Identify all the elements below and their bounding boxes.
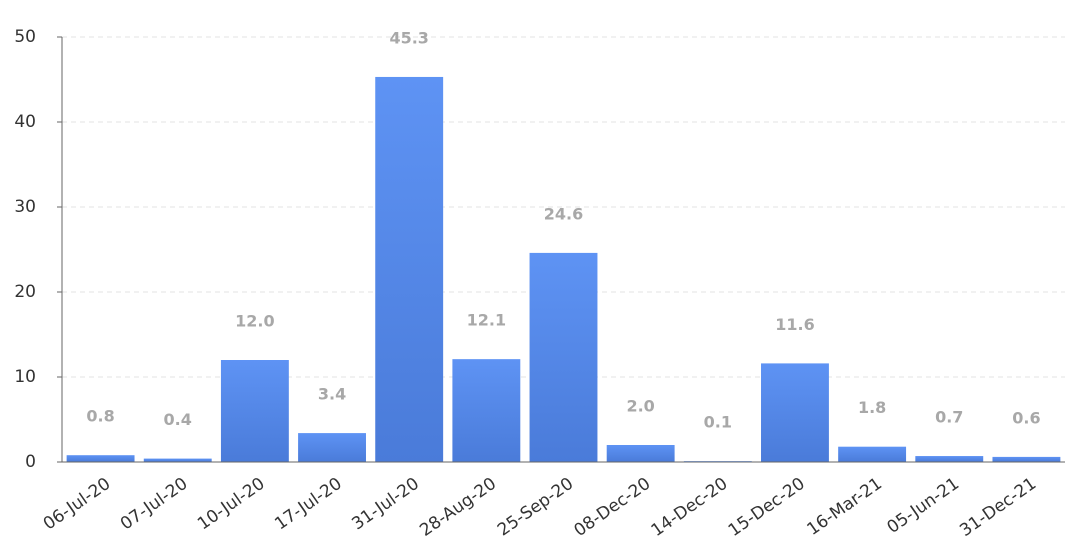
y-tick-label: 20: [14, 282, 36, 302]
value-label: 3.4: [318, 385, 346, 404]
bar: [375, 76, 444, 462]
y-tick-label: 0: [25, 452, 36, 472]
bar: [66, 455, 135, 462]
x-tick-label: 10-Jul-20: [194, 474, 269, 535]
value-label: 11.6: [775, 315, 814, 334]
value-label: 45.3: [389, 28, 428, 47]
x-tick-label: 14-Dec-20: [648, 474, 732, 541]
bar: [606, 445, 675, 462]
value-label: 1.8: [858, 398, 886, 417]
value-label: 0.1: [704, 413, 732, 432]
x-tick-label: 06-Jul-20: [40, 474, 115, 535]
y-tick-label: 40: [14, 112, 36, 132]
value-label: 0.8: [86, 407, 114, 426]
value-label: 0.7: [935, 408, 963, 427]
y-tick-label: 10: [14, 367, 36, 387]
bar: [992, 456, 1061, 462]
y-tick-label: 30: [14, 197, 36, 217]
x-tick-label: 28-Aug-20: [416, 474, 500, 541]
value-label: 12.1: [467, 311, 506, 330]
bar: [298, 433, 366, 462]
bar: [143, 458, 212, 462]
x-tick-label: 31-Jul-20: [348, 474, 423, 535]
bar: [452, 359, 521, 462]
value-label: 0.4: [164, 410, 192, 429]
bar: [529, 252, 598, 462]
x-tick-label: 15-Dec-20: [725, 474, 809, 541]
x-tick-label: 17-Jul-20: [271, 474, 346, 535]
x-tick-label: 31-Dec-21: [956, 474, 1040, 541]
value-label: 2.0: [626, 397, 654, 416]
bar: [761, 363, 829, 462]
x-tick-label: 08-Dec-20: [570, 474, 654, 541]
x-tick-label: 16-Mar-21: [803, 474, 885, 540]
value-label: 12.0: [235, 312, 274, 331]
bar: [915, 456, 984, 462]
x-tick-label: 07-Jul-20: [117, 474, 192, 535]
x-tick-label: 25-Sep-20: [494, 474, 577, 541]
value-label: 24.6: [544, 204, 583, 223]
y-tick-label: 50: [14, 27, 36, 47]
bar: [220, 360, 289, 462]
bar: [838, 446, 907, 462]
value-label: 0.6: [1012, 408, 1040, 427]
x-tick-label: 05-Jun-21: [884, 474, 963, 538]
